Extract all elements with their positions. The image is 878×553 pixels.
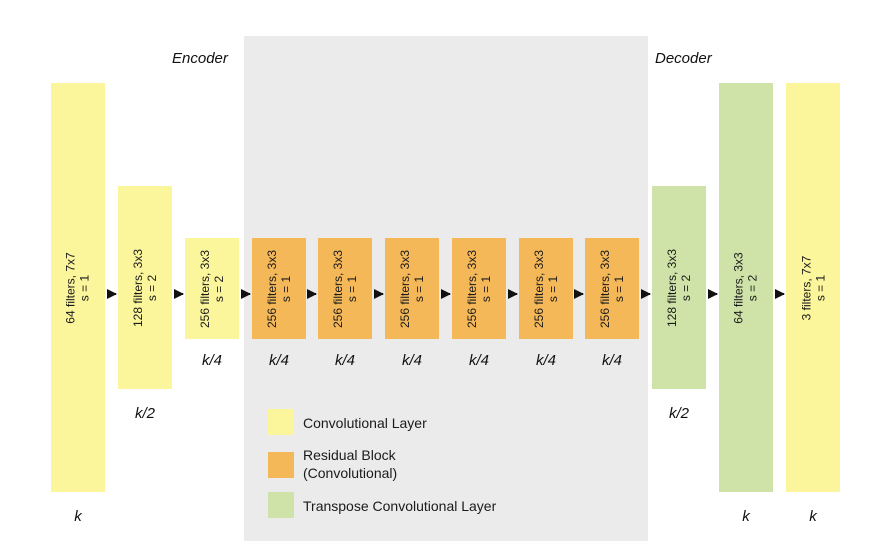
legend-label-convolutional: Convolutional Layer xyxy=(303,415,427,431)
legend-label-residual: Residual Block (Convolutional) xyxy=(303,447,398,481)
residual-block-6: 256 filters, 3x3 s = 1 xyxy=(385,238,439,339)
block-label: 256 filters, 3x3 s = 2 xyxy=(198,249,227,328)
legend-swatch-residual xyxy=(268,452,294,478)
block-size-label: k xyxy=(809,508,817,525)
residual-block-9: 256 filters, 3x3 s = 1 xyxy=(585,238,639,339)
block-size-label: k/4 xyxy=(601,352,622,369)
convolutional-block-12: 3 filters, 7x7 s = 1 xyxy=(786,83,840,492)
block-size-label: k xyxy=(74,508,82,525)
transpose-block-10: 128 filters, 3x3 s = 2 xyxy=(652,186,706,389)
block-size-label: k/4 xyxy=(535,352,556,369)
block-label: 256 filters, 3x3 s = 1 xyxy=(398,249,427,328)
transpose-block-11: 64 filters, 3x3 s = 2 xyxy=(719,83,773,492)
convolutional-block-3: 256 filters, 3x3 s = 2 xyxy=(185,238,239,339)
residual-block-8: 256 filters, 3x3 s = 1 xyxy=(519,238,573,339)
block-size-label: k/4 xyxy=(468,352,489,369)
decoder-label: Decoder xyxy=(655,50,712,67)
block-size-label: k/4 xyxy=(268,352,289,369)
block-label: 256 filters, 3x3 s = 1 xyxy=(598,249,627,328)
encoder-label: Encoder xyxy=(172,50,228,67)
residual-block-4: 256 filters, 3x3 s = 1 xyxy=(252,238,306,339)
block-label: 64 filters, 7x7 s = 1 xyxy=(64,251,92,324)
convolutional-block-2: 128 filters, 3x3 s = 2 xyxy=(118,186,172,389)
block-label: 256 filters, 3x3 s = 1 xyxy=(265,249,294,328)
legend-label-transpose: Transpose Convolutional Layer xyxy=(303,498,497,514)
residual-block-5: 256 filters, 3x3 s = 1 xyxy=(318,238,372,339)
block-label: 256 filters, 3x3 s = 1 xyxy=(331,249,360,328)
block-size-label: k/2 xyxy=(668,405,689,422)
block-label: 64 filters, 3x3 s = 2 xyxy=(732,251,760,324)
convolutional-block-1: 64 filters, 7x7 s = 1 xyxy=(51,83,105,492)
block-size-label: k xyxy=(742,508,750,525)
residual-region xyxy=(244,36,648,541)
block-size-label: k/4 xyxy=(201,352,222,369)
block-label: 3 filters, 7x7 s = 1 xyxy=(799,255,828,320)
residual-block-7: 256 filters, 3x3 s = 1 xyxy=(452,238,506,339)
block-size-label: k/2 xyxy=(134,405,155,422)
legend-swatch-transpose xyxy=(268,492,294,518)
block-label: 128 filters, 3x3 s = 2 xyxy=(665,248,694,327)
block-size-label: k/4 xyxy=(401,352,422,369)
block-label: 256 filters, 3x3 s = 1 xyxy=(465,249,494,328)
block-size-label: k/4 xyxy=(334,352,355,369)
block-label: 128 filters, 3x3 s = 2 xyxy=(131,248,160,327)
legend-swatch-convolutional xyxy=(268,409,294,435)
block-label: 256 filters, 3x3 s = 1 xyxy=(532,249,561,328)
